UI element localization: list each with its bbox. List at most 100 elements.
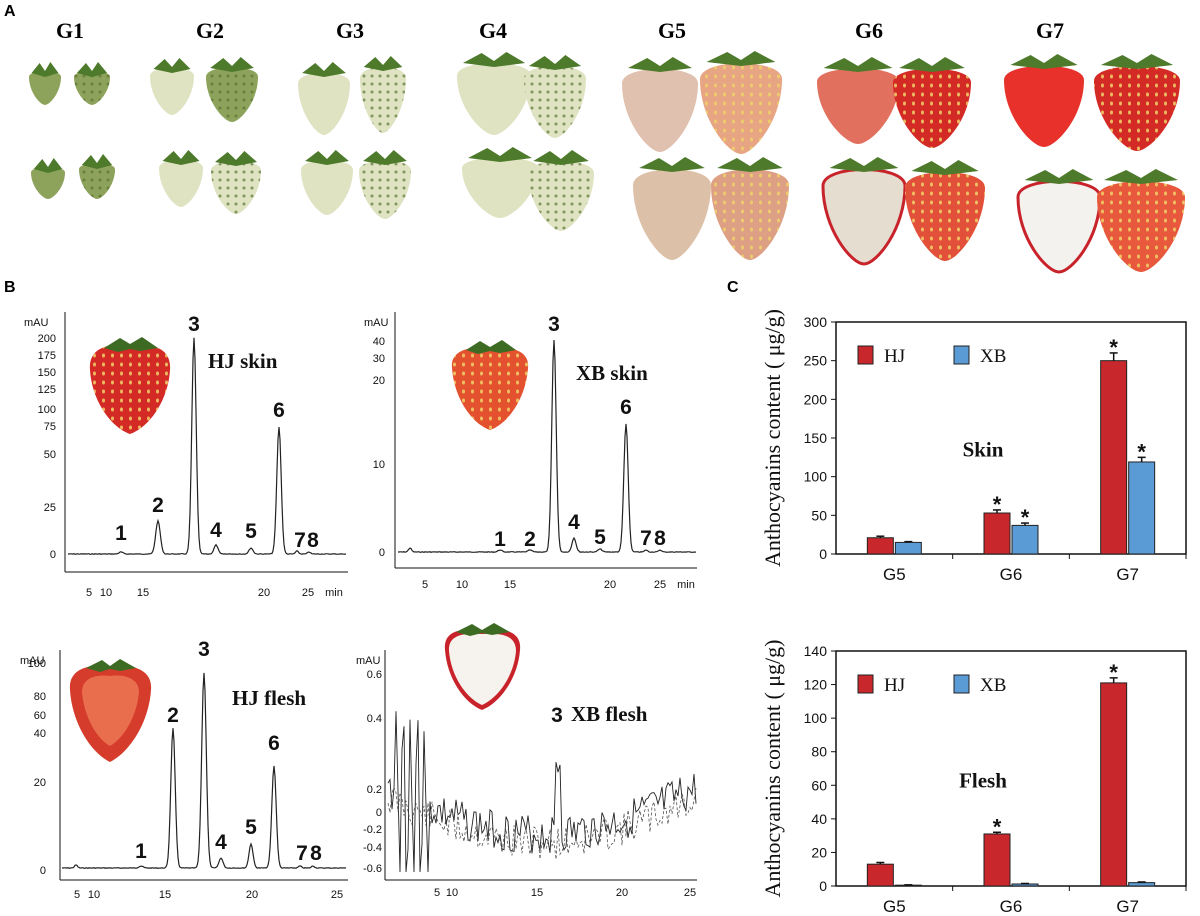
fruit-seeds [211, 161, 261, 214]
y-tick: 25 [44, 502, 56, 514]
bar [1128, 461, 1156, 555]
fruit-body [622, 68, 698, 152]
y-tick-label: 50 [811, 507, 827, 523]
x-tick: 15 [159, 889, 171, 901]
peak-label: 4 [568, 511, 580, 534]
y-unit: mAU [24, 317, 49, 329]
panel-a-letter: A [4, 3, 16, 20]
y-tick-label: 0 [819, 546, 827, 562]
peak-label: 2 [152, 494, 164, 517]
fruit-calyx [215, 151, 257, 166]
fruit-calyx [210, 57, 254, 72]
y-tick: 0.6 [367, 669, 382, 681]
x-tick: 25 [654, 579, 666, 591]
y-tick: 100 [28, 658, 46, 670]
fruit-half [301, 150, 353, 215]
fruit-calyx [1010, 54, 1078, 69]
legend-label: HJ [884, 346, 905, 367]
peak-label: 8 [310, 842, 322, 865]
fruit-calyx [81, 154, 113, 169]
fruit-half [150, 58, 194, 115]
trace-line [62, 672, 347, 869]
fruit-calyx [706, 51, 776, 66]
y-tick-label: 60 [811, 777, 827, 793]
strawberry-half-inset [69, 659, 152, 762]
x-tick: 15 [531, 887, 543, 899]
fruit-calyx [911, 160, 979, 175]
fruit-whole [524, 55, 586, 138]
fruit-calyx [162, 150, 200, 165]
sample-label: HJ skin [208, 349, 278, 373]
fruit-half [298, 62, 350, 135]
peak-label: 7 [294, 529, 306, 552]
chromatogram-xb-flesh: mAU 0.6 0.4 0.2 0 -0.2 -0.4 -0.6 5 10 15… [356, 623, 697, 899]
fruit-whole [74, 62, 110, 105]
fruit-whole [359, 150, 411, 219]
y-tick: 200 [38, 333, 56, 345]
fruit-half [622, 57, 698, 152]
sample-label: XB skin [576, 361, 648, 385]
fruit-body [633, 169, 711, 260]
fruit-calyx [33, 158, 63, 173]
fruit-calyx [628, 57, 692, 72]
strawberry-inset [89, 337, 171, 434]
stage-label: G4 [479, 18, 507, 43]
peak-label: 1 [494, 528, 506, 551]
x-tick-label: G7 [1116, 565, 1139, 584]
y-ticks: 100 80 60 40 20 0 [28, 658, 46, 877]
significance-star: * [1137, 439, 1146, 464]
peak-label: 5 [245, 520, 257, 543]
fruit-calyx [153, 58, 191, 73]
fruit-body [301, 160, 353, 215]
y-tick: 0 [50, 549, 56, 561]
x-tick: 20 [258, 587, 270, 599]
fruit-whole [893, 57, 971, 148]
fruit-seeds [206, 67, 258, 122]
fruit-body [159, 159, 203, 207]
peak-label: 1 [115, 522, 127, 545]
y-tick-label: 100 [804, 710, 828, 726]
x-tick: 20 [604, 579, 616, 591]
strawberry-inset [451, 340, 529, 430]
fruit-whole [528, 150, 594, 231]
y-tick: 50 [44, 449, 56, 461]
significance-star: * [1109, 660, 1118, 685]
fruit-half [457, 52, 531, 135]
y-tick: 60 [34, 710, 46, 722]
fruit-body [462, 157, 538, 218]
x-tick-label: G7 [1116, 897, 1139, 916]
fruit-calyx [302, 62, 346, 77]
x-tick-label: G5 [883, 897, 906, 916]
peak-label: 6 [620, 396, 632, 419]
fruit-half [1004, 54, 1084, 147]
x-ticks: 5 10 15 20 25 min [86, 587, 343, 599]
y-tick: 40 [373, 336, 385, 348]
fruit-calyx [468, 147, 532, 162]
x-tick: 25 [302, 587, 314, 599]
y-tick: 0 [379, 547, 385, 559]
stage-label: G7 [1036, 18, 1064, 43]
x-tick: 25 [331, 889, 343, 901]
y-axis-label: Anthocyanins content ( μg/g) [760, 309, 785, 567]
y-unit: mAU [20, 655, 45, 667]
y-tick-label: 250 [804, 353, 828, 369]
fruit-whole [905, 160, 985, 261]
fruit-calyx [528, 55, 582, 70]
peak-label: 4 [210, 519, 222, 542]
y-tick-label: 140 [804, 643, 828, 659]
fruit-calyx [1024, 169, 1094, 184]
legend-label: HJ [884, 675, 905, 696]
stage-label: G5 [658, 18, 686, 43]
y-tick: 125 [38, 384, 56, 396]
bar [983, 512, 1011, 555]
peak-label: 8 [654, 527, 666, 550]
fruit-calyx [363, 56, 403, 71]
y-tick: -0.4 [363, 842, 382, 854]
x-tick: 25 [684, 887, 696, 899]
peak-label: 4 [215, 831, 227, 854]
x-ticks: 5 10 15 20 25 [74, 889, 343, 901]
x-ticks: 5 10 15 20 25 [434, 887, 696, 899]
x-tick: 10 [446, 887, 458, 899]
fruit-body [1016, 179, 1102, 274]
